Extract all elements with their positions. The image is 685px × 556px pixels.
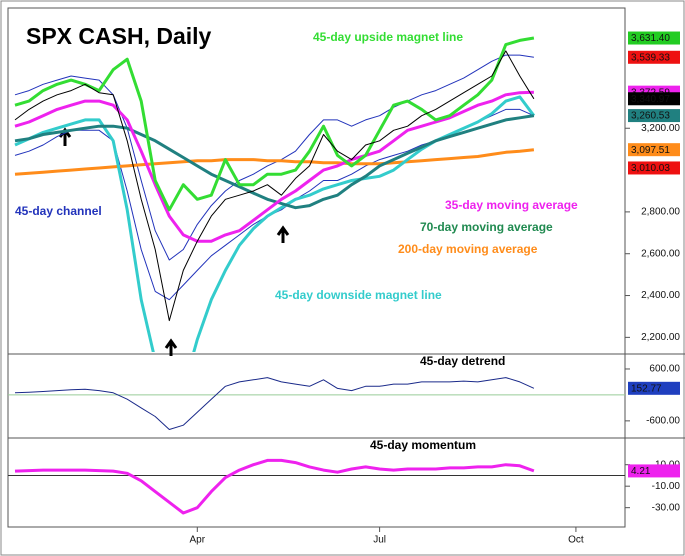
- value-tag-label: 3,010.03: [631, 163, 670, 174]
- plot-area: [14, 36, 536, 352]
- y-tick-label: 2,600.00: [641, 248, 680, 259]
- value-tag: [628, 464, 680, 478]
- value-tag: [628, 109, 680, 123]
- value-tag-label: 3,631.40: [631, 33, 670, 44]
- annotation: 45-day upside magnet line: [313, 30, 463, 44]
- annotation: 200-day moving average: [398, 242, 538, 256]
- annotation: 70-day moving average: [420, 220, 553, 234]
- value-tag-label: 3,340.97: [631, 94, 670, 105]
- line: [14, 36, 535, 212]
- arrow: [276, 225, 290, 243]
- line: [14, 95, 536, 352]
- y-tick-label: 2,200.00: [641, 332, 680, 343]
- y-tick-label: 2,400.00: [641, 290, 680, 301]
- value-tag-label: 3,260.53: [631, 111, 670, 122]
- value-tag: [628, 161, 680, 175]
- line: [14, 114, 535, 210]
- y-tick-label: -10.00: [652, 481, 681, 492]
- panel-title: 45-day detrend: [420, 354, 505, 368]
- panel-title: 45-day momentum: [370, 438, 476, 452]
- value-tag: [628, 381, 680, 395]
- annotation: 45-day downside magnet line: [275, 288, 442, 302]
- annotation: 45-day channel: [15, 204, 102, 218]
- y-tick-label: 2,800.00: [641, 207, 680, 218]
- line: [14, 458, 535, 515]
- line: [14, 54, 534, 261]
- value-tag-label: 3,539.33: [631, 52, 670, 63]
- value-tag-label: 4.21: [631, 466, 651, 477]
- value-tag: [628, 31, 680, 45]
- value-tag: [628, 50, 680, 64]
- y-tick-label: -30.00: [652, 502, 681, 513]
- value-tag-label: 152.77: [631, 383, 662, 394]
- line: [14, 50, 535, 322]
- arrow: [164, 338, 178, 356]
- value-tag: [628, 92, 680, 106]
- chart-title: SPX CASH, Daily: [26, 23, 212, 49]
- value-tag: [628, 143, 680, 157]
- y-tick-label: -600.00: [646, 416, 680, 427]
- y-tick-label: 3,200.00: [641, 123, 680, 134]
- annotation: 35-day moving average: [445, 198, 578, 212]
- y-tick-label: 600.00: [649, 364, 680, 375]
- line: [14, 377, 535, 430]
- value-tag-label: 3,097.51: [631, 145, 670, 156]
- plot-area: [8, 458, 625, 515]
- x-tick-label: Apr: [190, 535, 206, 546]
- line: [14, 148, 535, 176]
- x-tick-label: Jul: [373, 535, 386, 546]
- x-tick-label: Oct: [568, 535, 584, 546]
- line: [14, 90, 534, 243]
- plot-frame: [7, 7, 626, 528]
- plot-area: [8, 377, 625, 430]
